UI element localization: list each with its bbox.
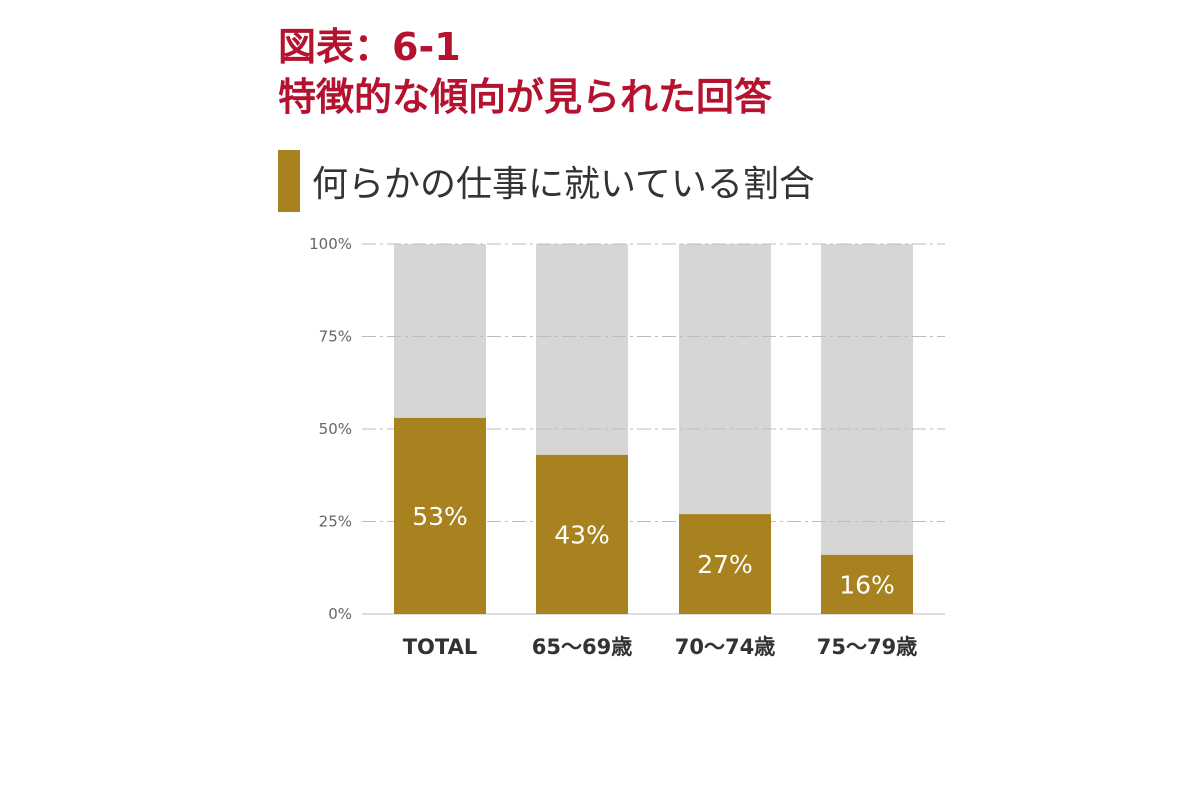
y-tick-label: 50% xyxy=(319,420,352,438)
y-tick-label: 75% xyxy=(319,328,352,346)
bar-value-3 xyxy=(821,554,913,614)
figure-number: 図表：6-1 xyxy=(278,25,461,69)
bar-value-1 xyxy=(536,454,628,614)
y-tick-label: 0% xyxy=(328,605,352,623)
data-label: 27% xyxy=(697,550,753,579)
x-category-label: 70〜74歳 xyxy=(675,635,775,659)
bar-remainder-2 xyxy=(679,244,771,515)
y-tick-label: 25% xyxy=(319,513,352,531)
chart-title: 何らかの仕事に就いている割合 xyxy=(312,164,815,205)
chart-heading: 何らかの仕事に就いている割合 xyxy=(278,150,815,212)
bar-value-0 xyxy=(394,417,486,614)
data-label: 16% xyxy=(839,570,895,599)
y-tick-label: 100% xyxy=(309,235,352,253)
x-category-label: 75〜79歳 xyxy=(817,635,917,659)
heading-marker-bar xyxy=(278,150,300,212)
x-category-label: TOTAL xyxy=(403,635,478,659)
bar-value-2 xyxy=(679,514,771,614)
bar-remainder-0 xyxy=(394,244,486,418)
x-category-label: 65〜69歳 xyxy=(532,635,632,659)
bar-remainder-1 xyxy=(536,244,628,455)
figure-caption: 特徴的な傾向が見られた回答 xyxy=(278,75,773,119)
bar-remainder-3 xyxy=(821,244,913,555)
data-label: 43% xyxy=(554,520,610,549)
figure-title: 図表：6-1 特徴的な傾向が見られた回答 xyxy=(278,22,772,122)
data-label: 53% xyxy=(412,502,468,531)
